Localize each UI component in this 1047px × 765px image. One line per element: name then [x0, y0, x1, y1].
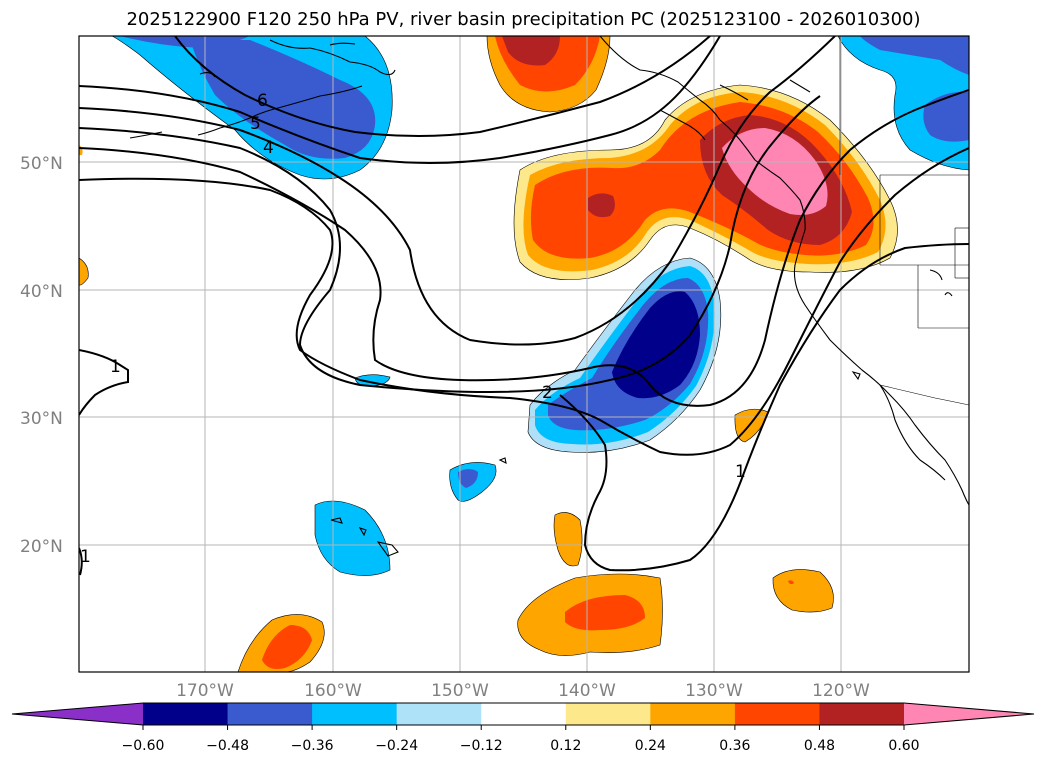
political-borders — [839, 36, 969, 406]
positive-anomaly-southeast — [772, 569, 834, 613]
lon-label-170w: 170°W — [176, 681, 234, 701]
colorbar-extend-max — [904, 703, 1034, 725]
colorbar-tick-label: −0.60 — [122, 738, 165, 754]
contour-label-2: 2 — [542, 383, 553, 403]
colorbar-bin — [565, 703, 651, 725]
positive-anomaly-small-2 — [553, 512, 583, 567]
colorbar-extend-min — [12, 703, 143, 725]
colorbar-tick-label: −0.12 — [460, 738, 503, 754]
colorbar-tick-label: −0.24 — [375, 738, 418, 754]
lat-label-30n: 30°N — [20, 409, 63, 429]
map-title: 2025122900 F120 250 hPa PV, river basin … — [126, 9, 921, 30]
contour-label-1-southwest: 1 — [80, 547, 91, 567]
longitude-axis: 170°W 160°W 150°W 140°W 130°W 120°W — [176, 681, 870, 701]
negative-anomaly-north-pacific — [111, 36, 393, 180]
colorbar-bin — [650, 703, 736, 725]
colorbar-tick-label: 0.12 — [550, 738, 581, 754]
positive-anomaly-southwest — [237, 614, 325, 672]
contour-label-1-west: 1 — [110, 357, 121, 377]
negative-anomaly-northeast — [837, 36, 969, 171]
gridlines — [79, 36, 969, 672]
map-frame — [78, 35, 970, 673]
colorbar-tick-label: 0.60 — [888, 738, 919, 754]
map-content: 6 5 4 2 1 1 1 — [79, 36, 969, 672]
positive-anomaly-west-edge — [79, 257, 89, 286]
positive-anomaly-gulf-of-alaska — [486, 36, 611, 113]
contour-label-4: 4 — [263, 138, 274, 158]
lon-label-160w: 160°W — [304, 681, 362, 701]
positive-anomaly-south-central — [517, 573, 663, 656]
colorbar-tick-label: 0.24 — [635, 738, 666, 754]
colorbar-tick-label: 0.48 — [804, 738, 835, 754]
coastlines — [129, 36, 969, 557]
pv-contour-6 — [174, 36, 711, 137]
contour-label-1-east: 1 — [735, 462, 746, 482]
lon-label-150w: 150°W — [431, 681, 489, 701]
colorbar-bin — [227, 703, 313, 725]
contour-label-6: 6 — [257, 91, 268, 111]
lat-label-50n: 50°N — [20, 154, 63, 174]
colorbar-bin — [396, 703, 482, 725]
latitude-axis: 50°N 40°N 30°N 20°N — [20, 154, 63, 557]
colorbar-bin — [734, 703, 820, 725]
colorbar-bin — [143, 703, 229, 725]
colorbar-tick-label: −0.48 — [206, 738, 249, 754]
colorbar-bin — [312, 703, 398, 725]
lat-label-40n: 40°N — [20, 282, 63, 302]
lon-label-140w: 140°W — [558, 681, 616, 701]
contour-label-5: 5 — [250, 114, 261, 134]
lon-label-120w: 120°W — [812, 681, 870, 701]
lon-label-130w: 130°W — [685, 681, 743, 701]
colorbar-bin — [819, 703, 905, 725]
lat-label-20n: 20°N — [20, 537, 63, 557]
colorbar-bin — [481, 703, 567, 725]
negative-anomaly-small-2 — [449, 462, 497, 502]
colorbar-tick-label: 0.36 — [719, 738, 750, 754]
pv-contours — [79, 36, 969, 576]
colorbar-tick-label: −0.36 — [291, 738, 334, 754]
colorbar: −0.60 −0.48 −0.36 −0.24 −0.12 0.12 0.24 0.36 0.4… — [11, 702, 1035, 754]
positive-anomaly-pacific-northwest — [513, 84, 898, 280]
contour-label-group: 6 5 4 2 1 1 1 — [80, 91, 746, 567]
